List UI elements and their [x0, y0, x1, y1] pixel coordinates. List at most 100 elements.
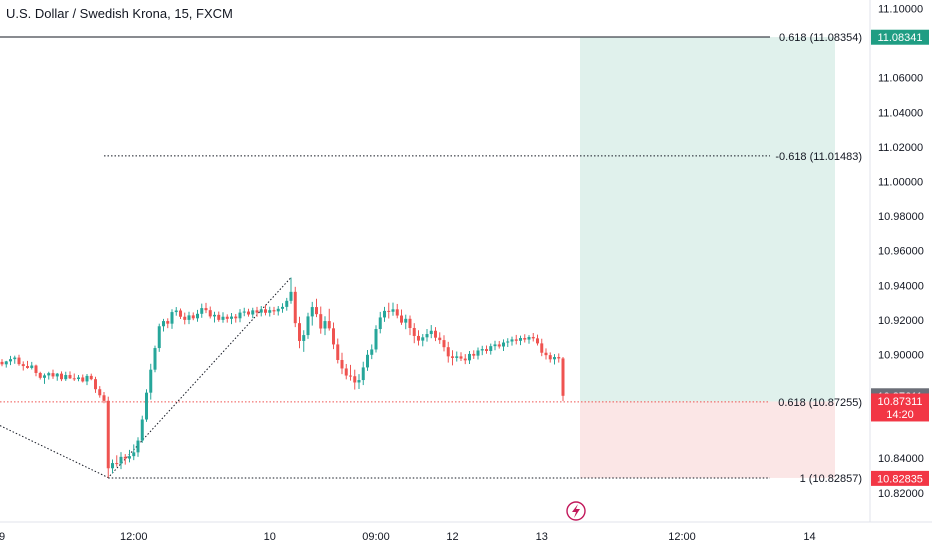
candle-body [132, 452, 136, 457]
candle-body [472, 353, 476, 356]
loss-zone[interactable] [580, 401, 835, 478]
candle [51, 369, 55, 379]
candle [94, 376, 97, 393]
candle-body [204, 308, 208, 311]
candle [540, 338, 544, 357]
candle [119, 452, 123, 470]
candle-body [247, 311, 250, 315]
candle-body [298, 323, 301, 341]
candle [553, 354, 556, 365]
candle [493, 340, 497, 351]
fib-level-label: 0.618 (11.08354) [779, 32, 862, 44]
candle [442, 335, 446, 352]
candle [340, 352, 344, 375]
candle-body [361, 367, 365, 381]
profit-zone[interactable] [580, 37, 835, 402]
candle-body [349, 375, 352, 377]
candle [26, 360, 29, 369]
candle-body [13, 357, 17, 360]
price-tick-label: 11.00000 [878, 176, 923, 188]
candle-body [442, 340, 446, 348]
candle-body [374, 329, 378, 350]
candle-body [510, 339, 514, 342]
candle-body [157, 326, 161, 349]
time-tick-label: 10 [264, 531, 276, 543]
candle [47, 371, 51, 380]
candle-body [378, 317, 382, 330]
price-badge-loss: 10.82835 [871, 470, 929, 486]
candle [336, 338, 340, 364]
candle-body [276, 308, 280, 312]
candle-body [514, 339, 518, 341]
candle-body [557, 357, 561, 359]
candle-body [251, 310, 255, 315]
candle [77, 375, 80, 382]
candle [536, 334, 539, 346]
candle [162, 318, 165, 332]
candle-body [149, 369, 153, 393]
price-tick-label: 10.92000 [878, 315, 924, 327]
candle-body [68, 375, 72, 379]
candle [213, 311, 216, 323]
price-tick-label: 10.82000 [878, 488, 924, 500]
candle [480, 345, 484, 356]
candle-body [293, 291, 297, 324]
candle-body [64, 375, 68, 380]
candle-body [102, 395, 106, 401]
candle-body [153, 348, 157, 370]
candle-body [34, 365, 38, 373]
candle [548, 352, 552, 363]
time-axis: 9 12:00 10 09:00 12 13 12:00 14 [0, 531, 816, 543]
event-markers[interactable] [566, 501, 586, 521]
fibonacci-levels[interactable]: 0.618 (11.08354) -0.618 (11.01483) 0.618 (… [0, 32, 862, 485]
candle [196, 309, 199, 322]
candle-body [55, 373, 59, 377]
candle [230, 312, 233, 325]
candle-body [451, 356, 454, 358]
candle [170, 309, 174, 329]
candle-body [357, 380, 361, 383]
candle-body [302, 335, 306, 341]
candle-body [174, 310, 178, 313]
candle-body [383, 310, 386, 318]
candle [472, 350, 476, 359]
candle [289, 277, 293, 304]
candle [242, 307, 246, 317]
candle [468, 350, 471, 364]
candle-body [119, 456, 123, 464]
candle-body [553, 357, 556, 360]
candles [0, 277, 565, 478]
candle-body [60, 373, 63, 380]
lightning-icon[interactable] [566, 501, 586, 521]
candle [404, 314, 408, 330]
candle [221, 312, 225, 323]
candle [38, 371, 42, 380]
candle-body [434, 330, 437, 338]
price-tick-label: 10.90000 [878, 349, 924, 361]
candle [451, 350, 454, 366]
candle [140, 415, 144, 443]
candle [72, 373, 76, 381]
time-tick-label: 14 [803, 531, 815, 543]
candle-body [111, 463, 114, 469]
candle-body [77, 377, 80, 380]
candle-body [225, 316, 229, 319]
candle-body [238, 312, 242, 319]
position-zones[interactable] [580, 37, 835, 478]
candle [68, 371, 72, 380]
candle [315, 298, 318, 318]
candle [502, 339, 505, 351]
candle-body [272, 310, 276, 312]
candle-body [548, 355, 552, 360]
candle-body [425, 334, 429, 338]
candle [523, 334, 527, 343]
price-tick-label: 11.04000 [878, 107, 923, 119]
price-tick-label: 11.02000 [878, 142, 923, 154]
candle-body [17, 357, 21, 365]
price-badge-label: 10.82835 [877, 473, 923, 485]
candle [60, 371, 63, 382]
candle [200, 303, 204, 318]
candle-body [531, 336, 535, 339]
